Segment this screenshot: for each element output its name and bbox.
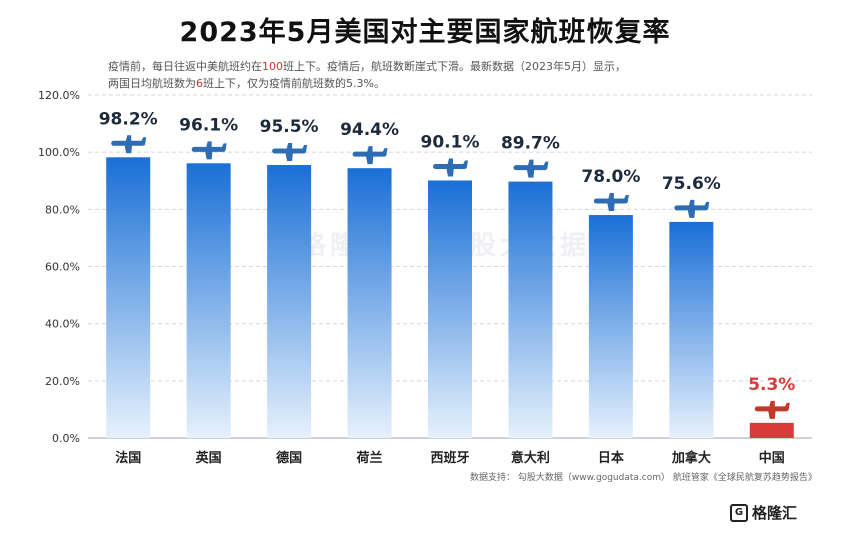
airplane-icon [191, 141, 227, 160]
x-tick-label: 英国 [195, 450, 222, 466]
airplane-icon [272, 143, 308, 162]
airplane-icon [513, 159, 549, 178]
airplane-icon [674, 199, 710, 218]
bar [669, 221, 714, 438]
brand-icon: G [730, 503, 748, 522]
x-tick-label: 中国 [759, 450, 785, 466]
subtitle-text: 班上下。疫情后，航班数断崖式下滑。最新数据（2023年5月）显示， [283, 60, 626, 73]
bar [588, 215, 633, 438]
bar [347, 168, 392, 438]
subtitle-highlight: 100 [262, 60, 283, 73]
subtitle-text: 班上下，仅为疫情前航班数的5.3%。 [203, 77, 385, 90]
x-tick-label: 西班牙 [430, 450, 469, 466]
y-tick-label: 80.0% [45, 203, 80, 216]
airplane-icon [352, 146, 388, 165]
brand-name: 格隆汇 [752, 504, 798, 522]
data-label: 95.5% [260, 117, 319, 137]
bar [428, 180, 472, 438]
x-tick-label: 荷兰 [356, 450, 383, 466]
y-tick-label: 120.0% [38, 89, 80, 102]
bar [267, 165, 312, 438]
data-label: 90.1% [421, 132, 480, 152]
y-tick-label: 60.0% [45, 261, 80, 274]
x-tick-label: 日本 [598, 450, 624, 466]
x-tick-label: 意大利 [511, 450, 550, 466]
bar [106, 157, 151, 439]
airplane-icon [754, 400, 790, 419]
y-tick-label: 0.0% [52, 432, 80, 445]
y-tick-label: 100.0% [38, 146, 80, 159]
chart-title: 2023年5月美国对主要国家航班恢复率 [179, 17, 671, 48]
x-tick-label: 法国 [115, 450, 141, 466]
data-label: 94.4% [340, 120, 399, 140]
brand-logo: G 格隆汇 [730, 502, 797, 523]
data-source: 数据支持： 勾股大数据（www.gogudata.com） 航班管家《全球民航复… [470, 473, 817, 483]
data-label: 96.1% [179, 115, 238, 135]
subtitle-text: 两国日均航班数为 [108, 77, 196, 90]
data-label: 98.2% [99, 109, 158, 129]
x-tick-label: 德国 [276, 450, 302, 466]
data-label: 75.6% [662, 174, 721, 194]
data-label: 5.3% [748, 375, 795, 395]
chart-subtitle: 疫情前，每日往返中美航班约在100班上下。疫情后，航班数断崖式下滑。最新数据（2… [108, 58, 828, 92]
x-tick-label: 加拿大 [671, 450, 711, 466]
airplane-icon [593, 193, 629, 212]
data-label: 78.0% [581, 167, 640, 187]
y-tick-label: 20.0% [45, 375, 80, 388]
data-label: 89.7% [501, 134, 560, 154]
subtitle-text: 疫情前，每日往返中美航班约在 [108, 60, 262, 73]
bar [749, 422, 794, 438]
bar [186, 163, 231, 439]
subtitle-highlight: 6 [196, 77, 203, 90]
airplane-icon [111, 135, 147, 154]
airplane-icon [433, 158, 468, 177]
bar [508, 181, 553, 439]
y-tick-label: 40.0% [45, 318, 80, 331]
